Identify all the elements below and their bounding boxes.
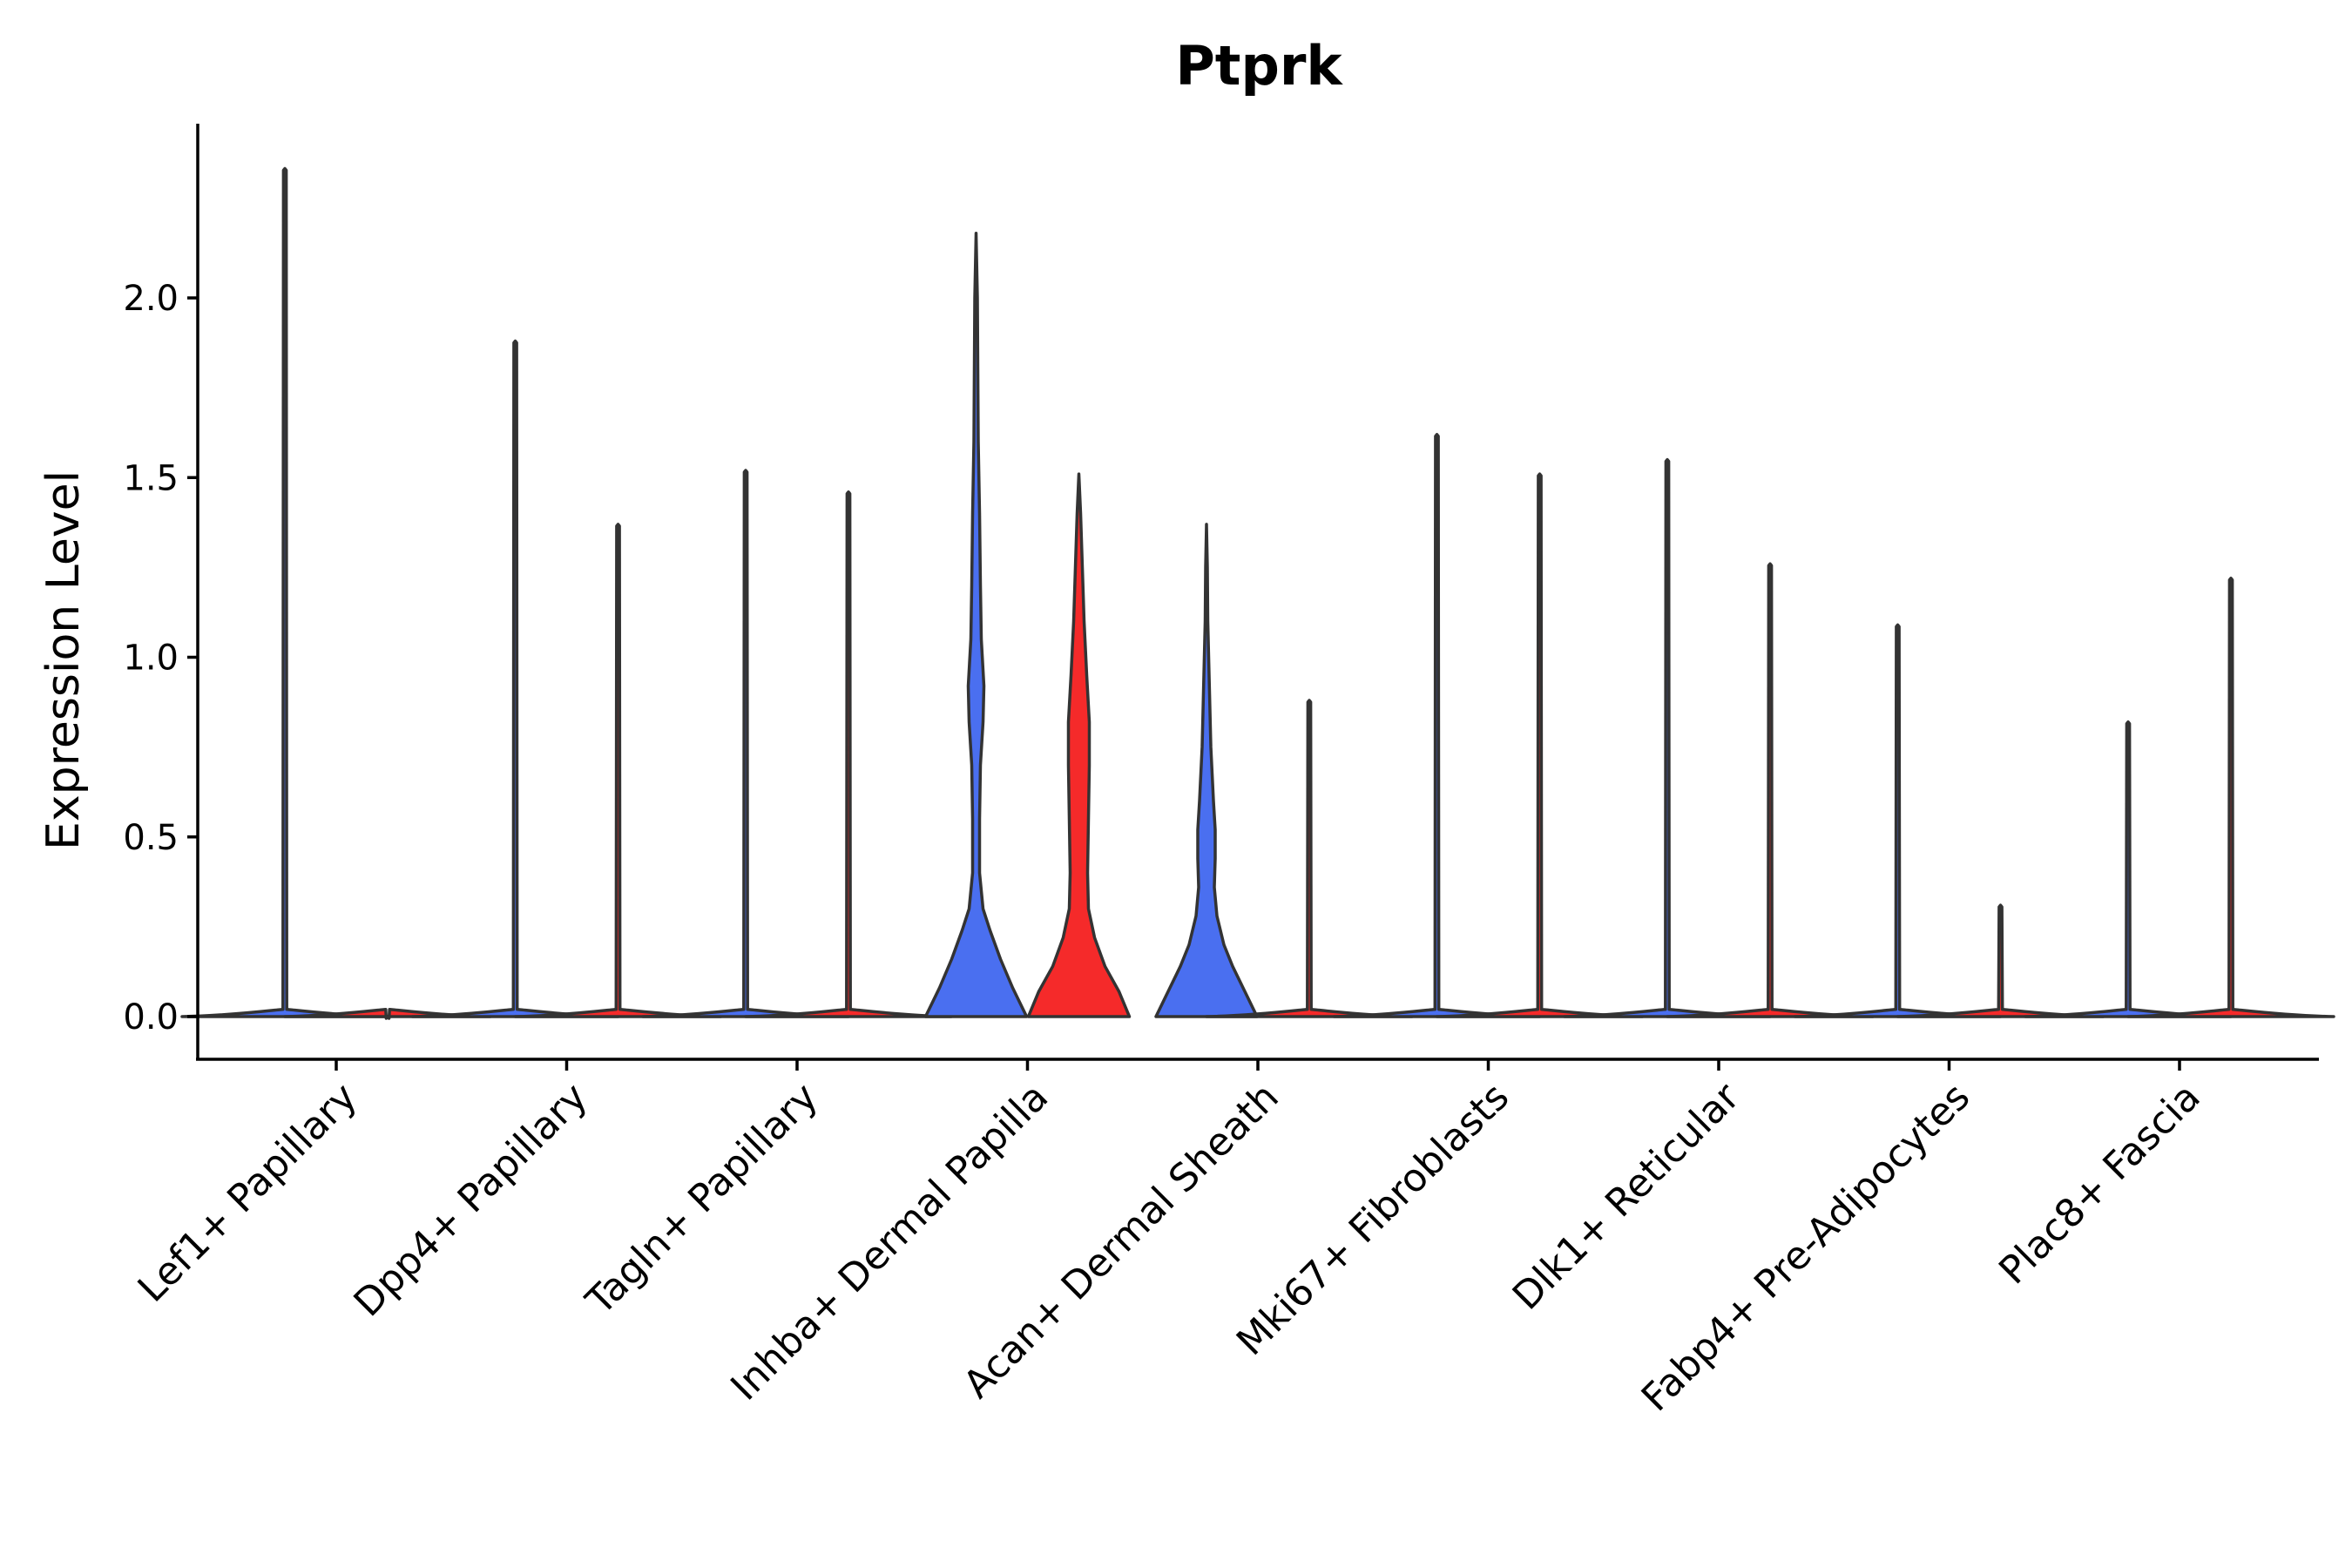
y-tick-label: 0.5 [123, 818, 179, 858]
violin-left [641, 469, 850, 1018]
y-tick-label: 0.0 [123, 997, 179, 1037]
violin-right [1666, 562, 1875, 1018]
violin-left [2024, 720, 2233, 1018]
x-tick-label: Tagln+ Papillary [578, 1075, 827, 1324]
violin-right [744, 490, 953, 1018]
violin-right [1205, 699, 1414, 1018]
x-tick-label: Plac8+ Fascia [1990, 1075, 2209, 1294]
x-tick-label: Dlk1+ Reticular [1504, 1074, 1749, 1319]
violin-right [1026, 472, 1132, 1018]
y-tick-label: 1.0 [123, 639, 179, 679]
violin-left [1154, 523, 1259, 1018]
violin-left [1332, 433, 1542, 1018]
violin-right [1896, 903, 2105, 1018]
violin-left [923, 231, 1029, 1018]
violin-right [2126, 577, 2335, 1018]
x-tick-label: Lef1+ Papillary [130, 1075, 366, 1311]
y-axis-label: Expression Level [37, 470, 90, 850]
violin-left [410, 339, 620, 1018]
violin-right [513, 523, 723, 1018]
y-tick-label: 1.5 [123, 458, 179, 498]
violin-left [1563, 457, 1772, 1018]
violin-right [1435, 472, 1645, 1018]
chart-title: Ptprk [1175, 34, 1343, 98]
y-ticks: 0.0 0.5 1.0 1.5 2.0 [123, 279, 198, 1037]
violin-left [180, 166, 389, 1018]
y-tick-label: 2.0 [123, 279, 179, 319]
violins-layer [180, 166, 2335, 1020]
x-tick-label: Dpp4+ Papillary [346, 1075, 597, 1326]
violin-left [1793, 623, 2003, 1018]
